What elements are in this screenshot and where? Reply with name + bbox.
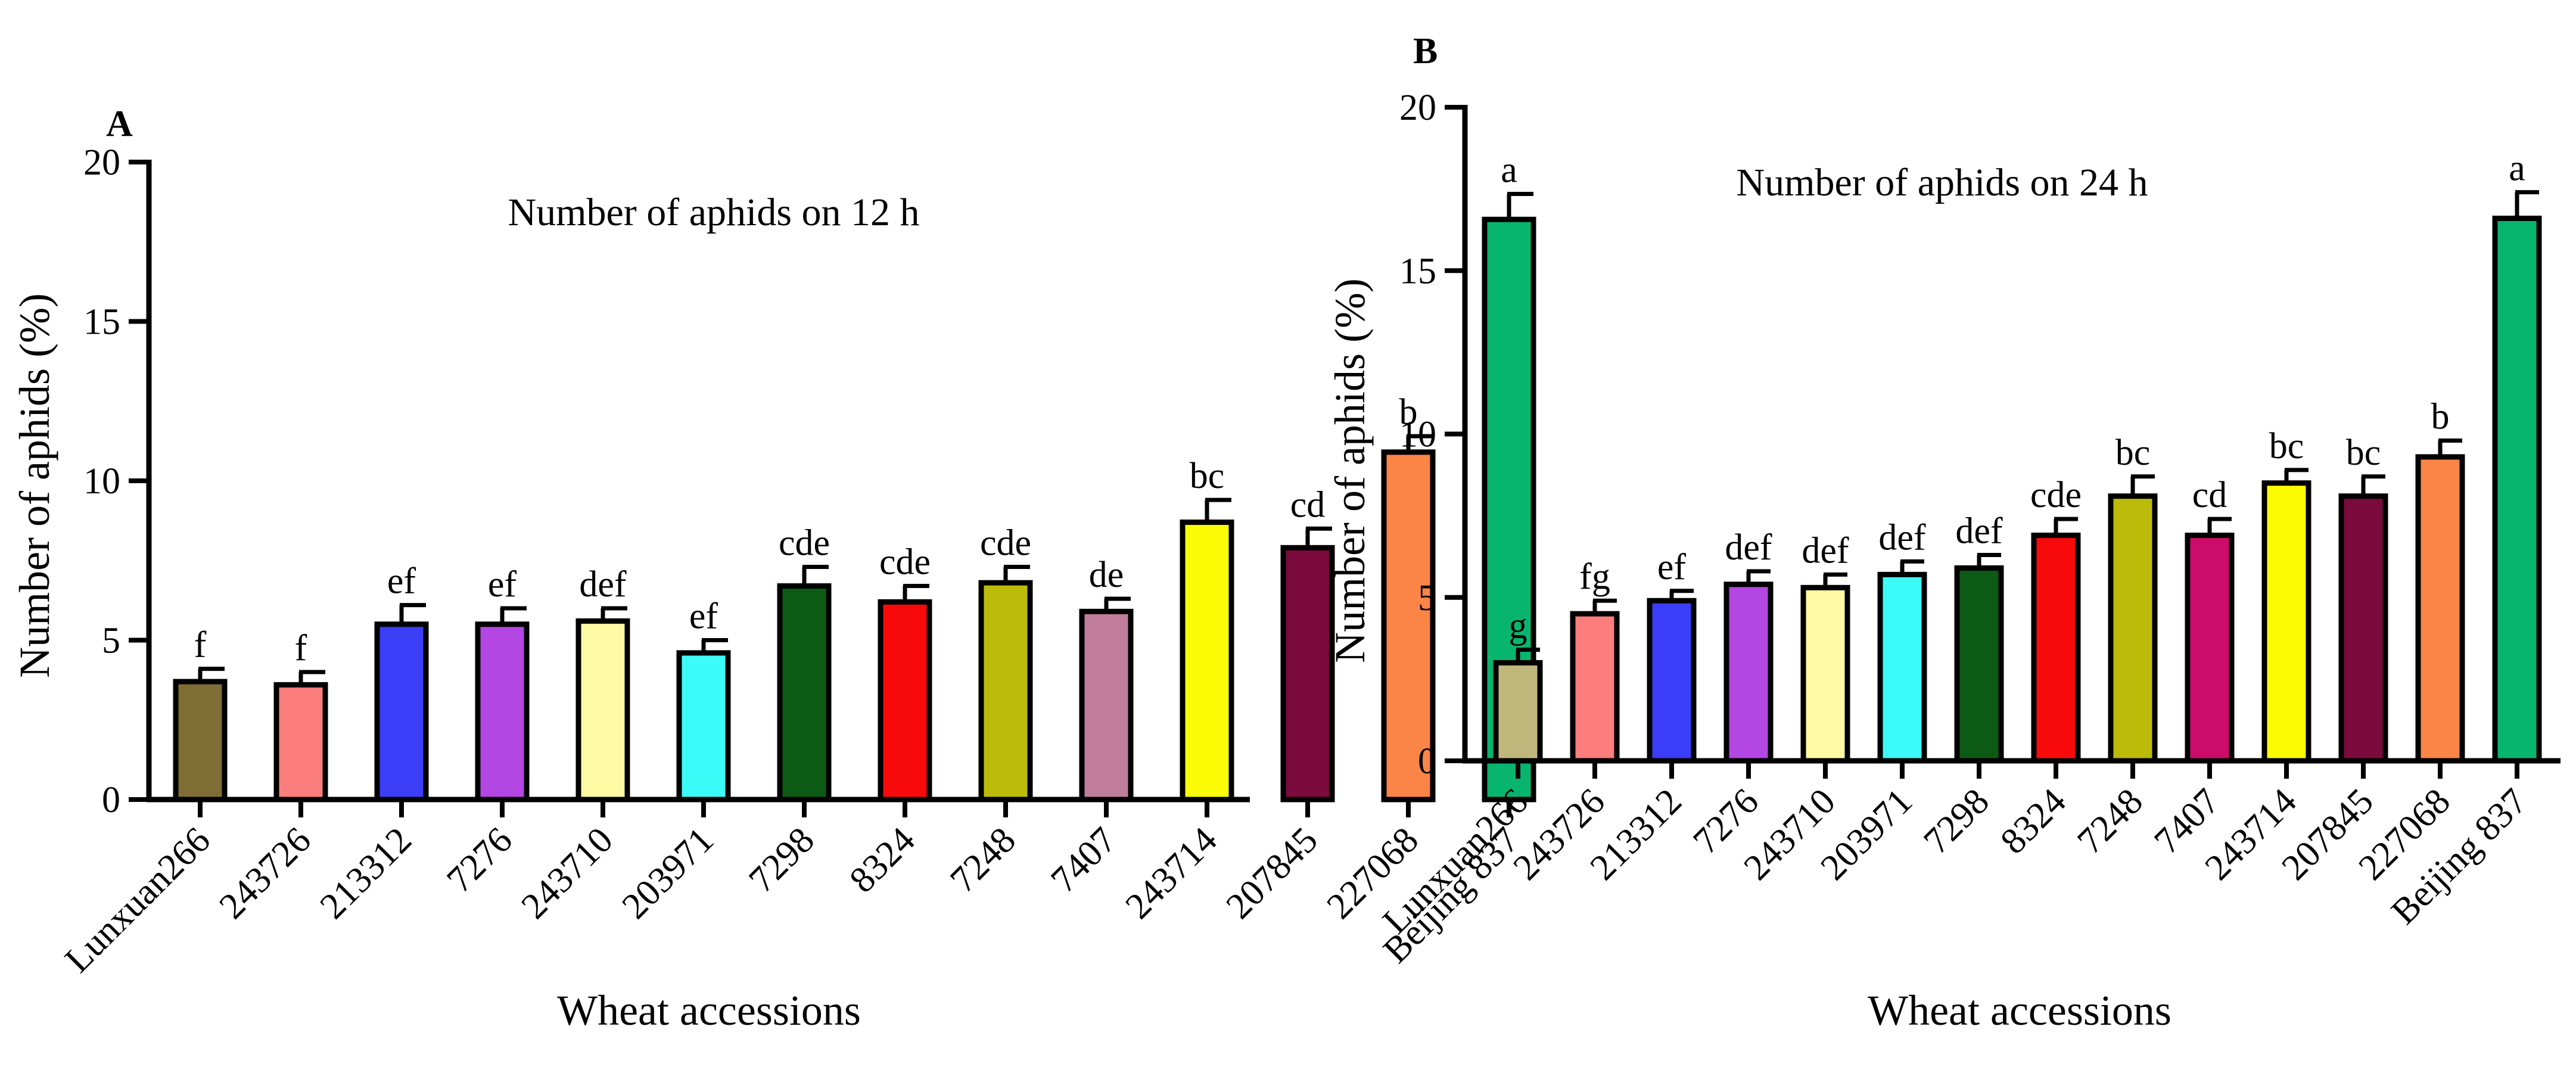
panel-a-category-label: Lunxuan266	[57, 820, 218, 981]
panel-b-significance-letter: cd	[2192, 475, 2227, 515]
panel-b-significance-letter: ef	[1657, 547, 1687, 587]
panel-a-y-tick-label: 15	[83, 302, 120, 343]
panel-b-bar-7	[2031, 533, 2081, 764]
panel-b-significance-letter: bc	[2269, 426, 2304, 466]
panel-a: A Number of aphids on 12 h Number of aph…	[11, 104, 1536, 1034]
panel-a-category-label: 243710	[514, 820, 621, 927]
panel-b-y-ticks: 0 5 10 15 20	[1399, 88, 1465, 782]
panel-b-bar-5	[1877, 571, 1927, 764]
panel-b-y-tick-label: 0	[1418, 741, 1436, 782]
panel-a-y-tick-label: 10	[83, 461, 120, 502]
panel-b-y-tick-label: 15	[1399, 251, 1436, 291]
panel-a-significance-letter: de	[1089, 555, 1124, 595]
panel-b-y-axis-label: Number of aphids (%)	[1326, 278, 1374, 663]
panel-b-y-tick-label: 5	[1418, 578, 1436, 618]
panel-a-category-label: 203971	[614, 820, 721, 927]
panel-a-significance-letter: cde	[779, 522, 830, 563]
panel-b-bar-4	[1800, 584, 1850, 764]
panel-a-letter: A	[106, 104, 133, 144]
panel-a-bar-2	[374, 621, 429, 803]
panel-b-significance-letter: def	[1878, 517, 1926, 558]
panel-a-category-label: 8324	[842, 820, 923, 901]
panel-b-bar-13	[2492, 215, 2542, 764]
panel-a-y-ticks: 0 5 10 15 20	[83, 142, 149, 820]
panel-b-bar-8	[2108, 493, 2158, 764]
panel-b-title: Number of aphids on 24 h	[1736, 161, 2148, 204]
panel-a-y-tick-label: 0	[102, 780, 120, 820]
panel-a-significance-letter: def	[579, 564, 627, 605]
panel-a-significance-letter: a	[1501, 150, 1517, 191]
panel-a-y-tick-label: 20	[83, 142, 120, 183]
panel-b-bar-0	[1493, 660, 1543, 764]
panel-b-significance-letter: g	[1509, 606, 1527, 646]
panel-b-bar-11	[2338, 493, 2388, 764]
panel-b-bar-2	[1647, 598, 1697, 764]
panel-a-category-label: 207845	[1218, 820, 1326, 927]
panel-a-significance-letter: cd	[1290, 484, 1326, 525]
panel-b-significance-letter: cde	[2030, 475, 2082, 515]
panel-a-category-label: 7248	[942, 820, 1023, 901]
panel-a-bar-12	[1381, 449, 1436, 803]
panel-a-category-label: 7407	[1043, 820, 1124, 901]
panel-a-category-label: 7298	[741, 820, 822, 901]
panel-b-bar-6	[1954, 565, 2004, 764]
panel-b-significance-letter: def	[1725, 527, 1772, 568]
panel-a-bar-10	[1180, 520, 1234, 803]
panel-a-category-label: 213312	[312, 820, 419, 927]
panel-a-significance-letter: b	[1399, 392, 1418, 433]
panel-a-bar-11	[1280, 545, 1335, 803]
panel-a-significance-letter: cde	[879, 542, 931, 583]
panel-a-y-axis-label: Number of aphids (%)	[11, 293, 58, 678]
panel-b-y-tick-label: 20	[1399, 88, 1436, 128]
panel-a-bar-7	[878, 599, 932, 803]
panel-a-bar-8	[978, 580, 1033, 803]
panel-a-category-label: 243714	[1118, 820, 1225, 927]
panel-a-bar-5	[676, 650, 731, 803]
panel-a-category-label: 7276	[439, 820, 520, 901]
panel-a-significance-letter: f	[295, 628, 307, 668]
panel-b-significance-letter: def	[1955, 511, 2003, 551]
panel-a-category-label: 243726	[211, 820, 319, 927]
panel-a-significance-letter: ef	[689, 596, 718, 637]
panel-a-significance-letter: bc	[1190, 456, 1225, 496]
panel-b-significance-letter: bc	[2115, 433, 2151, 473]
panel-b-significance-letter: b	[2431, 396, 2450, 437]
panel-a-y-tick-label: 5	[102, 621, 120, 661]
panel-a-bar-0	[173, 679, 228, 803]
panel-b-bar-3	[1723, 581, 1774, 764]
panel-a-bars: f f ef ef def ef cde cde cde de bc cd b a	[173, 150, 1536, 803]
panel-a-title: Number of aphids on 12 h	[508, 191, 919, 234]
panel-b-bar-1	[1570, 611, 1620, 764]
panel-b-category-label: 7298	[1916, 781, 1997, 862]
panel-b-category-label: 7248	[2070, 781, 2151, 862]
panel-b-x-axis-label: Wheat accessions	[1868, 987, 2171, 1034]
panel-b-bar-9	[2185, 533, 2235, 764]
panel-b-significance-letter: fg	[1579, 556, 1610, 597]
panel-a-bar-1	[273, 682, 328, 803]
panel-b-bar-12	[2415, 454, 2465, 764]
panel-a-significance-letter: ef	[387, 561, 416, 602]
panel-b-significance-letter: def	[1802, 530, 1849, 571]
panel-a-bar-9	[1079, 608, 1134, 803]
panel-b-letter: B	[1413, 31, 1438, 71]
panel-b-significance-letter: a	[2509, 148, 2525, 189]
panel-a-significance-letter: cde	[980, 522, 1031, 563]
panel-b-category-label: 8324	[1993, 781, 2074, 862]
panel-a-bar-3	[475, 621, 530, 803]
panel-a-significance-letter: ef	[488, 564, 517, 605]
panel-a-bar-4	[575, 618, 630, 803]
panel-b-significance-letter: bc	[2346, 433, 2381, 473]
panel-a-significance-letter: f	[194, 625, 207, 665]
panel-b-bar-10	[2261, 480, 2311, 764]
panel-a-bar-6	[777, 583, 832, 803]
panel-b-category-labels: Lunxuan266243726213312727624371020397172…	[1375, 761, 2535, 942]
panel-a-x-axis-label: Wheat accessions	[557, 987, 861, 1034]
panel-b: B Number of aphids on 24 h Number of aph…	[1326, 31, 2561, 1034]
panel-b-y-tick-label: 10	[1399, 415, 1436, 455]
